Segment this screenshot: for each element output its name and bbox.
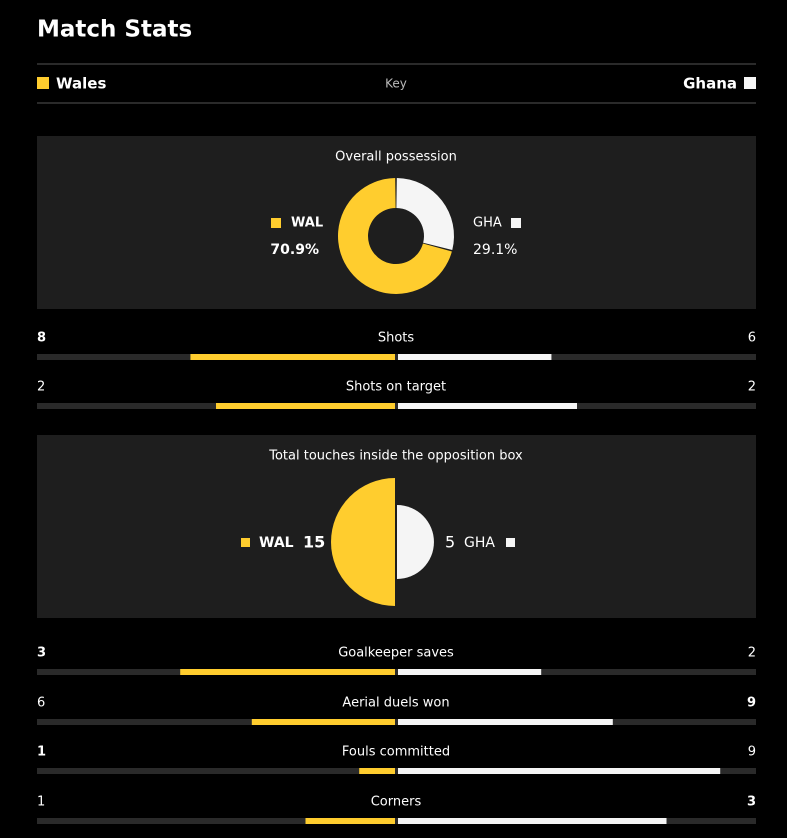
away-swatch bbox=[506, 538, 515, 547]
home-half-circle bbox=[331, 478, 395, 606]
home-stat-value: 1 bbox=[37, 745, 46, 760]
away-label: GHA bbox=[473, 216, 502, 231]
stat-name: Shots on target bbox=[346, 380, 446, 395]
away-bar bbox=[398, 768, 721, 774]
home-bar bbox=[216, 403, 395, 409]
stat-name: Goalkeeper saves bbox=[338, 646, 454, 661]
home-label: WAL bbox=[259, 535, 294, 551]
bar-track bbox=[37, 403, 756, 409]
home-bar bbox=[251, 719, 395, 725]
key-label: Key bbox=[385, 77, 407, 91]
touches-title: Total touches inside the opposition box bbox=[268, 449, 523, 464]
home-label: WAL bbox=[291, 216, 323, 231]
home-key-swatch bbox=[37, 77, 49, 89]
bar-track bbox=[37, 669, 756, 675]
touches-panel bbox=[37, 435, 756, 618]
home-swatch bbox=[241, 538, 250, 547]
home-stat-value: 6 bbox=[37, 696, 45, 711]
away-value: 29.1% bbox=[473, 242, 517, 258]
home-bar bbox=[359, 768, 395, 774]
stat-name: Aerial duels won bbox=[342, 696, 449, 711]
home-bar bbox=[180, 669, 395, 675]
away-value: 5 bbox=[445, 533, 455, 552]
away-bar bbox=[398, 403, 577, 409]
away-team: Ghana bbox=[683, 75, 737, 93]
home-stat-value: 2 bbox=[37, 380, 45, 395]
away-key-swatch bbox=[744, 77, 756, 89]
away-swatch bbox=[511, 218, 521, 228]
away-bar bbox=[398, 818, 667, 824]
home-bar bbox=[305, 818, 395, 824]
home-swatch bbox=[271, 218, 281, 228]
home-segment bbox=[338, 178, 452, 295]
away-bar bbox=[398, 354, 552, 360]
home-value: 70.9% bbox=[270, 242, 319, 258]
bar-track bbox=[37, 354, 756, 360]
away-stat-value: 2 bbox=[748, 646, 756, 661]
bar-track bbox=[37, 768, 756, 774]
stat-name: Shots bbox=[378, 331, 415, 346]
away-stat-value: 2 bbox=[748, 380, 756, 395]
stat-name: Fouls committed bbox=[342, 745, 450, 760]
home-bar bbox=[190, 354, 395, 360]
away-stat-value: 9 bbox=[748, 745, 756, 760]
away-bar bbox=[398, 669, 542, 675]
away-stat-value: 6 bbox=[748, 331, 756, 346]
bar-track bbox=[37, 818, 756, 824]
away-half-circle bbox=[397, 505, 434, 579]
home-value: 15 bbox=[303, 533, 325, 552]
away-bar bbox=[398, 719, 613, 725]
home-team: Wales bbox=[56, 75, 106, 93]
stat-name: Corners bbox=[371, 795, 422, 810]
away-label: GHA bbox=[464, 535, 495, 551]
away-stat-value: 3 bbox=[747, 795, 756, 810]
away-segment bbox=[396, 178, 454, 250]
home-stat-value: 8 bbox=[37, 331, 46, 346]
home-stat-value: 1 bbox=[37, 795, 45, 810]
possession-title: Overall possession bbox=[335, 150, 457, 165]
bar-track bbox=[37, 719, 756, 725]
away-stat-value: 9 bbox=[747, 696, 756, 711]
home-stat-value: 3 bbox=[37, 646, 46, 661]
title: Match Stats bbox=[37, 17, 192, 43]
